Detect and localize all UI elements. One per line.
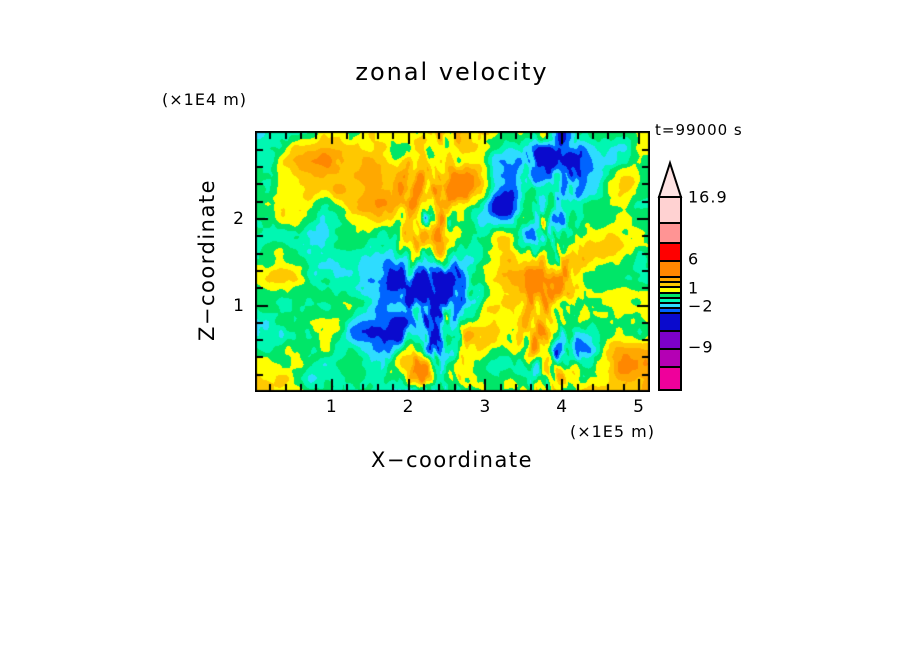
x-axis-label: X−coordinate	[371, 448, 533, 472]
colorbar-arrow	[657, 159, 683, 198]
timestamp-label: t=99000 s	[655, 121, 743, 139]
colorbar-label-−2: −2	[688, 296, 714, 316]
colorbar-label-−9: −9	[688, 337, 714, 357]
x-tick-label-5: 5	[633, 397, 645, 417]
colorbar-segment-12	[658, 330, 682, 350]
colorbar-segment-3	[658, 260, 682, 278]
z-tick-label-1: 1	[233, 295, 245, 316]
x-axis-unit-label: (×1E5 m)	[569, 422, 655, 441]
z-tick-label-2: 2	[233, 209, 245, 229]
colorbar-segment-1	[658, 222, 682, 244]
z-axis-label: Z−coordinate	[195, 179, 219, 341]
z-axis-unit-label: (×1E4 m)	[162, 90, 248, 109]
colorbar-segment-13	[658, 348, 682, 368]
x-tick-label-1: 1	[325, 397, 338, 417]
colorbar-label-1: 1	[688, 278, 700, 298]
colorbar	[657, 159, 683, 391]
chart-title: zonal velocity	[355, 58, 549, 86]
x-tick-label-4: 4	[556, 397, 569, 417]
x-tick-label-3: 3	[479, 397, 492, 417]
colorbar-label-16.9: 16.9	[688, 187, 728, 207]
colorbar-segment-2	[658, 242, 682, 262]
colorbar-segment-11	[658, 312, 682, 332]
heatmap-canvas	[255, 131, 650, 392]
colorbar-label-6: 6	[688, 249, 700, 269]
colorbar-segment-0	[658, 196, 682, 224]
colorbar-segment-14	[658, 366, 682, 391]
x-tick-label-2: 2	[402, 397, 415, 417]
